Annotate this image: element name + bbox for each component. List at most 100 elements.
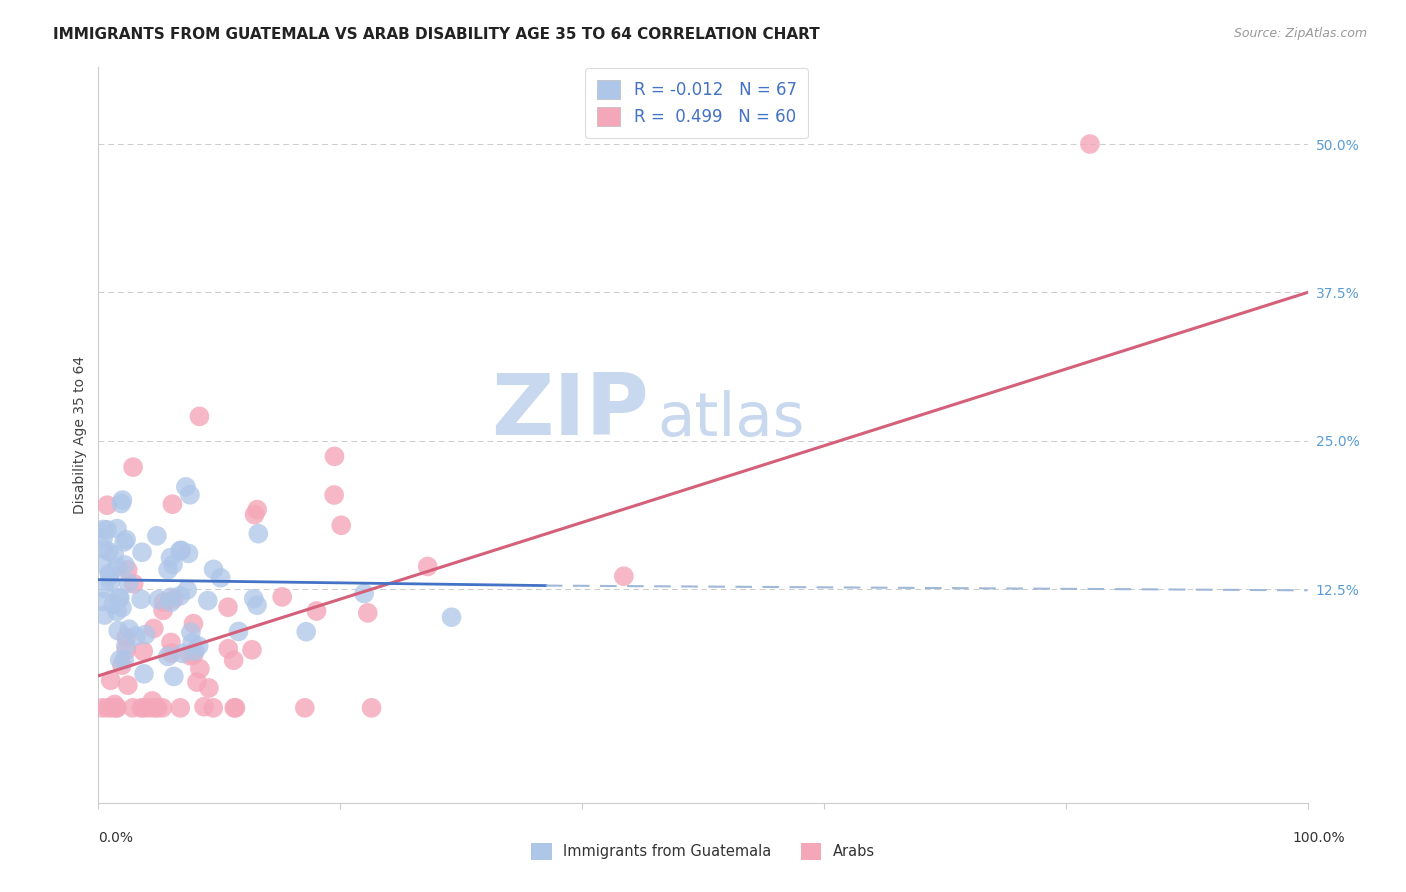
Point xyxy=(138,701,160,715)
Point xyxy=(110,496,132,510)
Point xyxy=(104,698,127,712)
Point xyxy=(97,544,120,558)
Point xyxy=(91,701,114,715)
Point xyxy=(247,526,270,541)
Point xyxy=(152,595,174,609)
Point xyxy=(93,581,115,595)
Point xyxy=(323,450,346,464)
Point xyxy=(100,673,122,688)
Point xyxy=(122,460,145,475)
Point xyxy=(132,644,155,658)
Point xyxy=(125,629,148,643)
Point xyxy=(202,562,225,576)
Point xyxy=(225,701,247,715)
Point xyxy=(112,653,135,667)
Point xyxy=(98,569,121,583)
Point xyxy=(193,699,215,714)
Point xyxy=(112,535,135,549)
Point xyxy=(141,694,163,708)
Point xyxy=(118,622,141,636)
Point xyxy=(184,644,207,658)
Point xyxy=(117,678,139,692)
Point xyxy=(93,608,115,623)
Point xyxy=(209,571,232,585)
Point xyxy=(172,647,194,661)
Point xyxy=(217,600,239,615)
Text: 0.0%: 0.0% xyxy=(98,831,132,846)
Point xyxy=(105,701,128,715)
Point xyxy=(188,662,211,676)
Point xyxy=(357,606,380,620)
Text: ZIP: ZIP xyxy=(491,369,648,452)
Point xyxy=(121,701,143,715)
Point xyxy=(159,550,181,565)
Point xyxy=(197,593,219,607)
Point xyxy=(108,591,131,606)
Point xyxy=(162,558,184,572)
Point xyxy=(198,681,221,695)
Point xyxy=(142,622,165,636)
Point xyxy=(91,557,114,571)
Y-axis label: Disability Age 35 to 64: Disability Age 35 to 64 xyxy=(73,356,87,514)
Point xyxy=(246,502,269,516)
Point xyxy=(176,582,198,597)
Point xyxy=(305,604,328,618)
Point xyxy=(101,701,124,715)
Point xyxy=(202,701,225,715)
Point xyxy=(246,598,269,612)
Legend: Immigrants from Guatemala, Arabs: Immigrants from Guatemala, Arabs xyxy=(526,837,880,865)
Point xyxy=(169,589,191,603)
Point xyxy=(186,675,208,690)
Point xyxy=(440,610,463,624)
Text: atlas: atlas xyxy=(657,390,804,449)
Point xyxy=(115,639,138,653)
Point xyxy=(271,590,294,604)
Point xyxy=(183,616,205,631)
Point xyxy=(91,523,114,537)
Point xyxy=(240,642,263,657)
Point xyxy=(132,666,155,681)
Point xyxy=(103,597,125,611)
Point xyxy=(146,701,169,715)
Text: 100.0%: 100.0% xyxy=(1292,831,1346,846)
Point xyxy=(180,625,202,640)
Point xyxy=(131,701,153,715)
Point xyxy=(96,701,118,715)
Point xyxy=(115,533,138,547)
Point xyxy=(613,569,636,583)
Point xyxy=(177,546,200,560)
Point xyxy=(115,643,138,657)
Point xyxy=(129,592,152,607)
Point xyxy=(159,591,181,605)
Point xyxy=(243,508,266,522)
Point xyxy=(105,560,128,574)
Point xyxy=(243,591,266,606)
Point xyxy=(179,488,201,502)
Text: IMMIGRANTS FROM GUATEMALA VS ARAB DISABILITY AGE 35 TO 64 CORRELATION CHART: IMMIGRANTS FROM GUATEMALA VS ARAB DISABI… xyxy=(53,27,820,42)
Point xyxy=(160,595,183,609)
Point xyxy=(162,497,184,511)
Point xyxy=(111,493,134,508)
Point xyxy=(108,591,131,605)
Point xyxy=(179,648,201,663)
Point xyxy=(115,631,138,645)
Point xyxy=(156,649,179,664)
Point xyxy=(105,701,128,715)
Point xyxy=(91,531,114,545)
Point xyxy=(188,409,211,424)
Point xyxy=(96,498,118,512)
Point xyxy=(157,563,180,577)
Point xyxy=(160,646,183,660)
Point xyxy=(103,548,125,562)
Point xyxy=(107,624,129,638)
Point xyxy=(222,653,245,667)
Point xyxy=(170,543,193,558)
Point xyxy=(93,594,115,608)
Point xyxy=(323,488,346,502)
Point xyxy=(98,566,121,581)
Point xyxy=(111,600,134,615)
Point xyxy=(111,658,134,673)
Point xyxy=(105,522,128,536)
Point xyxy=(174,480,197,494)
Point xyxy=(181,636,204,650)
